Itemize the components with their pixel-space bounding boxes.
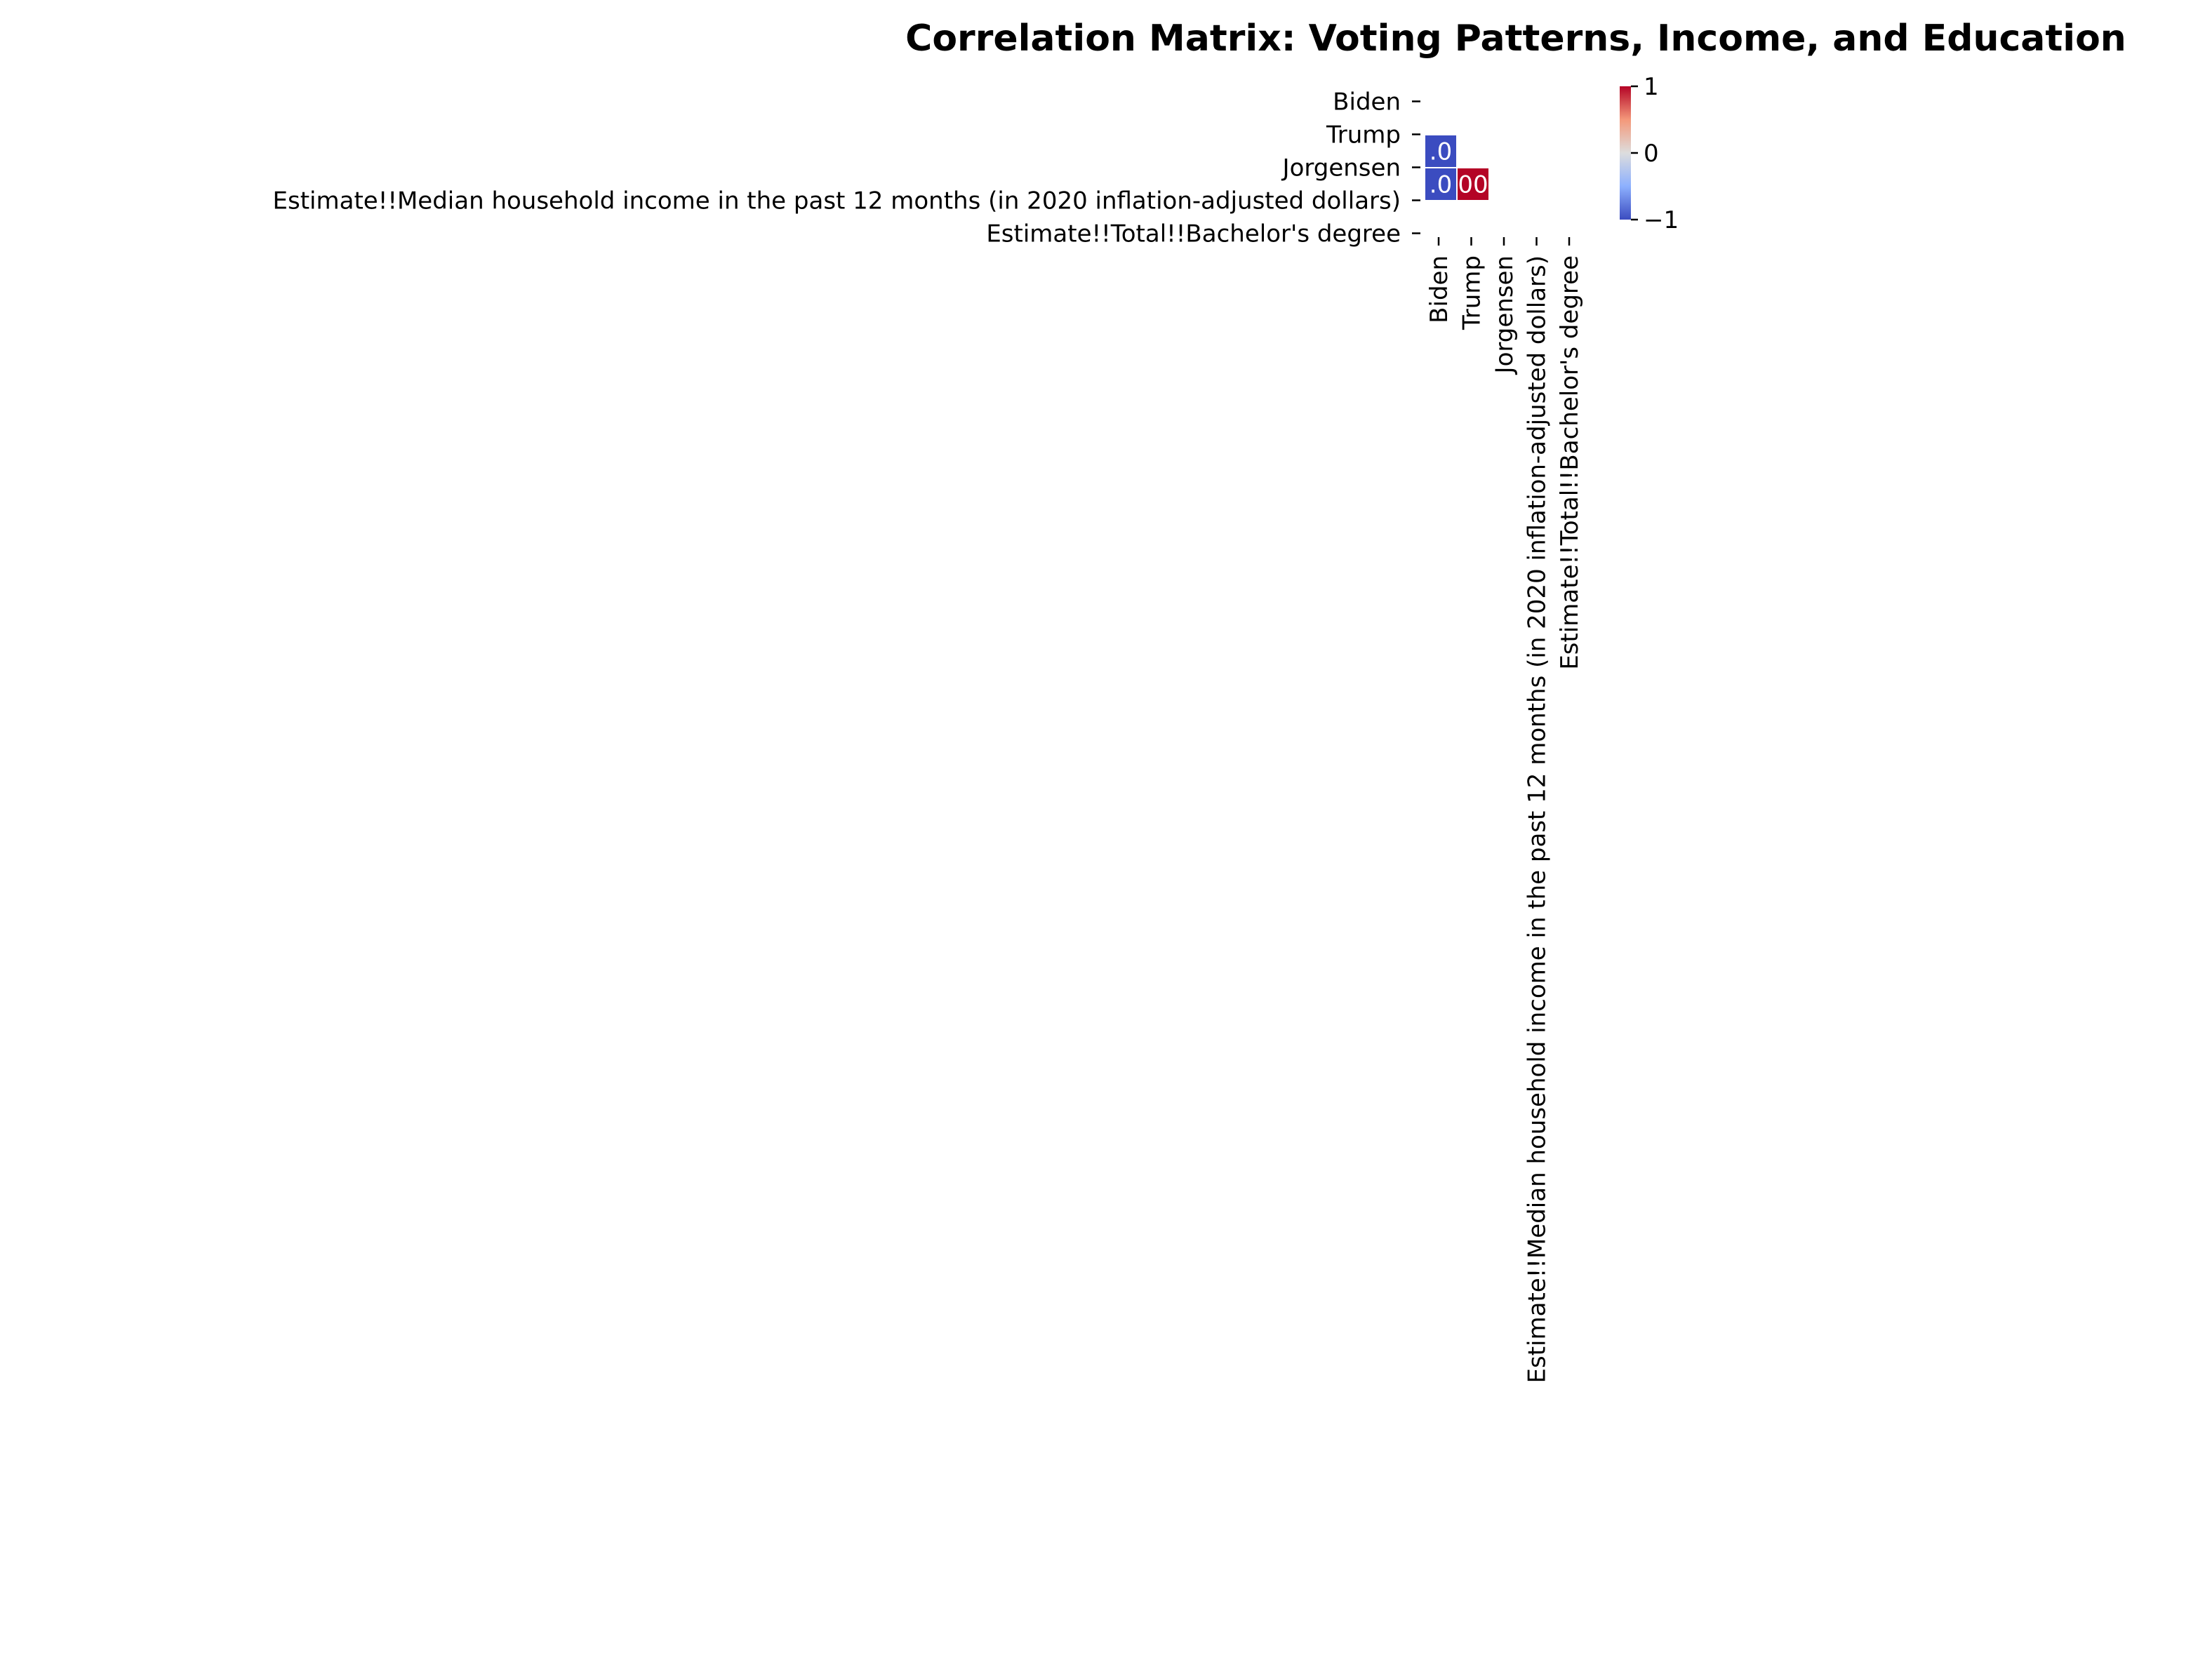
y-tick-label: Estimate!!Total!!Bachelor's degree: [986, 220, 1401, 248]
y-tick-label: Trump: [1326, 121, 1401, 149]
y-tick-label: Jorgensen: [1281, 154, 1401, 182]
colorbar-ticks: 1 0 −1: [1631, 73, 1679, 234]
y-tick-label: Estimate!!Median household income in the…: [273, 187, 1401, 215]
x-tick-label: Biden: [1425, 255, 1453, 323]
heatmap-cell: .0: [1424, 134, 1458, 168]
heatmap-cell-label: .0: [1430, 138, 1452, 166]
heatmap-cells: .0 .0 00: [1424, 134, 1490, 201]
heatmap-cell-rect: [1424, 167, 1458, 201]
x-axis-labels: Biden Trump Jorgensen Estimate!!Median hous…: [1425, 237, 1584, 1383]
heatmap-cell: .0: [1424, 167, 1458, 201]
x-tick-label: Estimate!!Median household income in the…: [1524, 255, 1552, 1383]
colorbar-gradient: [1620, 86, 1631, 220]
colorbar-tick-label: 0: [1644, 140, 1659, 168]
heatmap-cell-rect: [1456, 167, 1490, 201]
x-tick-label: Trump: [1458, 255, 1486, 330]
x-tick-label: Estimate!!Total!!Bachelor's degree: [1556, 255, 1584, 670]
heatmap-cell: 00: [1456, 167, 1490, 201]
colorbar: 1 0 −1: [1620, 73, 1679, 234]
heatmap-cell-label: .0: [1430, 171, 1452, 199]
y-axis-labels: Biden Trump Jorgensen Estimate!!Median hous…: [273, 88, 1420, 248]
colorbar-tick-label: 1: [1644, 73, 1659, 101]
colorbar-tick-label: −1: [1644, 206, 1679, 234]
y-tick-label: Biden: [1333, 88, 1401, 116]
chart-title: Correlation Matrix: Voting Patterns, Inc…: [905, 18, 2126, 60]
x-tick-label: Jorgensen: [1491, 255, 1519, 375]
heatmap-cell-label: 00: [1458, 171, 1488, 199]
